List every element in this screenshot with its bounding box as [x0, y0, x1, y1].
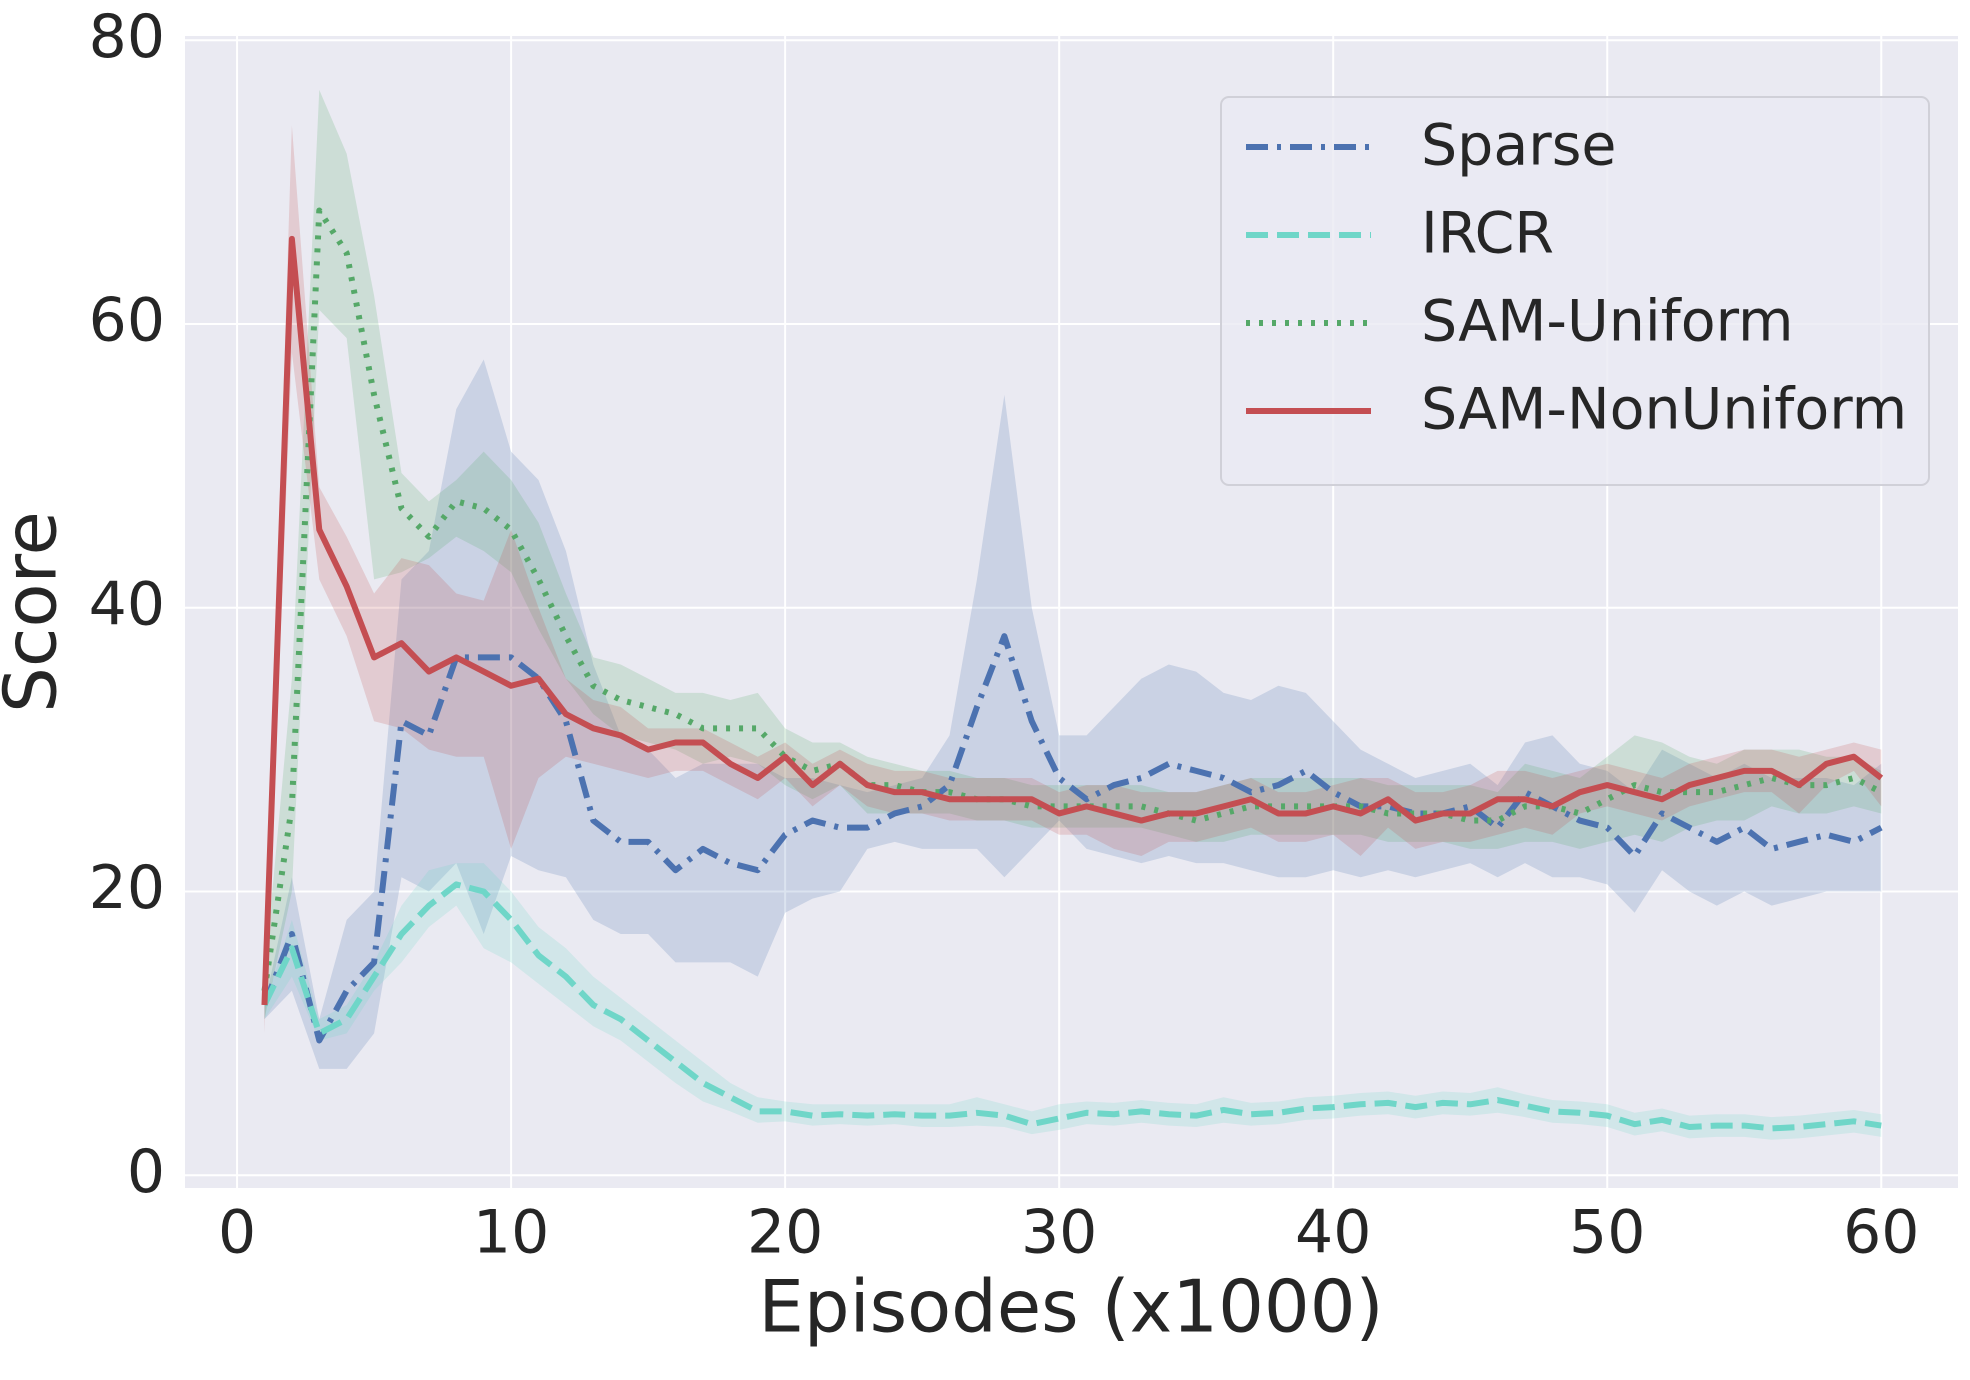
error-band [264, 863, 1882, 1140]
series-line [261, 207, 1883, 992]
y-tick-label: 0 [127, 1137, 165, 1207]
x-tick-label: 20 [747, 1198, 823, 1268]
x-tick-label: 40 [1295, 1198, 1371, 1268]
x-tick-label: 0 [218, 1198, 256, 1268]
x-tick-label: 60 [1843, 1198, 1919, 1268]
series-line [261, 633, 1883, 1044]
series-line [261, 235, 1884, 1006]
legend: Sparse IRCR SAM-Uniform SAM-NonUniform [1220, 96, 1930, 486]
error-band [264, 89, 1882, 1020]
error-band [264, 125, 1882, 1034]
y-axis-label: Score [0, 511, 73, 713]
legend-label: IRCR [1421, 201, 1554, 267]
legend-box [1220, 96, 1930, 486]
x-tick-label: 50 [1569, 1198, 1645, 1268]
legend-label: SAM-Uniform [1421, 289, 1794, 355]
y-tick-label: 40 [89, 569, 165, 639]
y-tick-label: 20 [89, 853, 165, 923]
error-band [264, 359, 1882, 1069]
x-tick-label: 30 [1021, 1198, 1097, 1268]
x-axis-label: Episodes (x1000) [758, 1265, 1383, 1349]
x-tick-label: 10 [473, 1198, 549, 1268]
legend-label: Sparse [1421, 113, 1617, 179]
legend-label: SAM-NonUniform [1421, 377, 1907, 443]
y-tick-label: 60 [89, 286, 165, 356]
y-tick-label: 80 [89, 2, 165, 72]
series-line [261, 881, 1882, 1132]
